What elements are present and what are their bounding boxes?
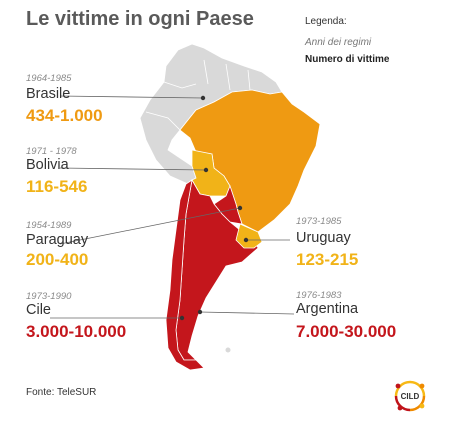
chile-shape bbox=[165, 179, 205, 371]
legend-title: Legenda: bbox=[305, 16, 347, 27]
northern-borders bbox=[145, 59, 251, 131]
paraguay-name: Paraguay bbox=[26, 232, 89, 248]
connector-paraguay bbox=[59, 207, 241, 245]
uruguay-years: 1973-1985 bbox=[296, 216, 342, 227]
paraguay-victims: 200-400 bbox=[26, 250, 89, 269]
cile-victims: 3.000-10.000 bbox=[26, 322, 127, 341]
uruguay-victims: 123-215 bbox=[296, 250, 359, 269]
argentina-name: Argentina bbox=[296, 301, 359, 317]
bolivia-years: 1971 - 1978 bbox=[26, 146, 77, 157]
uruguay-shape bbox=[235, 223, 263, 249]
connector-brasile bbox=[59, 95, 204, 99]
brasile-victims: 434-1.000 bbox=[26, 106, 103, 125]
falkland-islands bbox=[225, 347, 231, 353]
paraguay-years: 1954-1989 bbox=[26, 220, 72, 231]
brasile-name: Brasile bbox=[26, 86, 71, 102]
brasile-years: 1964-1985 bbox=[26, 73, 72, 84]
connector-argentina bbox=[199, 311, 295, 315]
uruguay-name: Uruguay bbox=[296, 230, 351, 246]
cile-name: Cile bbox=[26, 302, 51, 318]
bolivia-name: Bolivia bbox=[26, 157, 69, 173]
page-title: Le vittime in ogni Paese bbox=[26, 8, 254, 30]
bolivia-victims: 116-546 bbox=[26, 177, 88, 196]
connector-bolivia bbox=[59, 167, 207, 171]
argentina-years: 1976-1983 bbox=[296, 290, 342, 301]
bolivia-shape bbox=[191, 149, 231, 197]
legend-victims-label: Numero di vittime bbox=[305, 54, 390, 65]
cild-logo: CILD bbox=[394, 380, 426, 412]
logo-text: CILD bbox=[401, 392, 420, 401]
connector-lines bbox=[50, 95, 295, 319]
argentina-victims: 7.000-30.000 bbox=[296, 322, 397, 341]
connector-dots bbox=[179, 95, 249, 321]
legend-years-label: Anni dei regimi bbox=[305, 37, 372, 48]
cile-years: 1973-1990 bbox=[26, 291, 72, 302]
source-note: Fonte: TeleSUR bbox=[26, 387, 97, 398]
